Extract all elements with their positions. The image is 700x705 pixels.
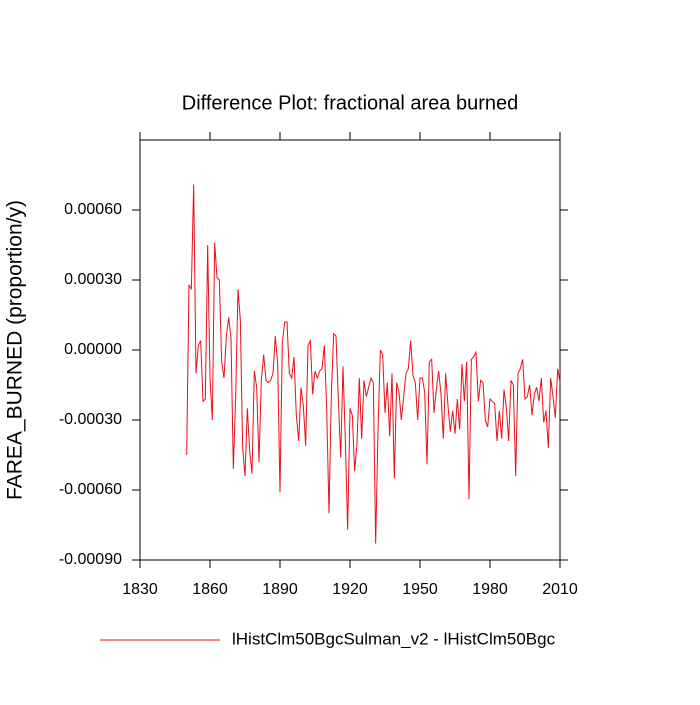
y-tick-label: -0.00030: [59, 411, 122, 428]
x-tick-label: 1830: [122, 581, 158, 598]
x-tick-label: 1950: [402, 581, 438, 598]
y-tick-label: 0.00060: [64, 201, 122, 218]
y-tick-label: -0.00060: [59, 481, 122, 498]
chart-title: Difference Plot: fractional area burned: [182, 92, 519, 114]
x-tick-label: 2010: [542, 581, 578, 598]
y-tick-label: 0.00030: [64, 271, 122, 288]
y-axis-label: FAREA_BURNED (proportion/y): [4, 200, 27, 500]
x-tick-label: 1980: [472, 581, 508, 598]
y-tick-label: 0.00000: [64, 341, 122, 358]
data-line: [186, 184, 561, 544]
legend-label: lHistClm50BgcSulman_v2 - lHistClm50Bgc: [232, 629, 556, 648]
x-tick-label: 1920: [332, 581, 368, 598]
plot-frame: [139, 139, 561, 561]
y-tick-label: -0.00090: [59, 551, 122, 568]
x-tick-label: 1890: [262, 581, 298, 598]
x-tick-label: 1860: [192, 581, 228, 598]
